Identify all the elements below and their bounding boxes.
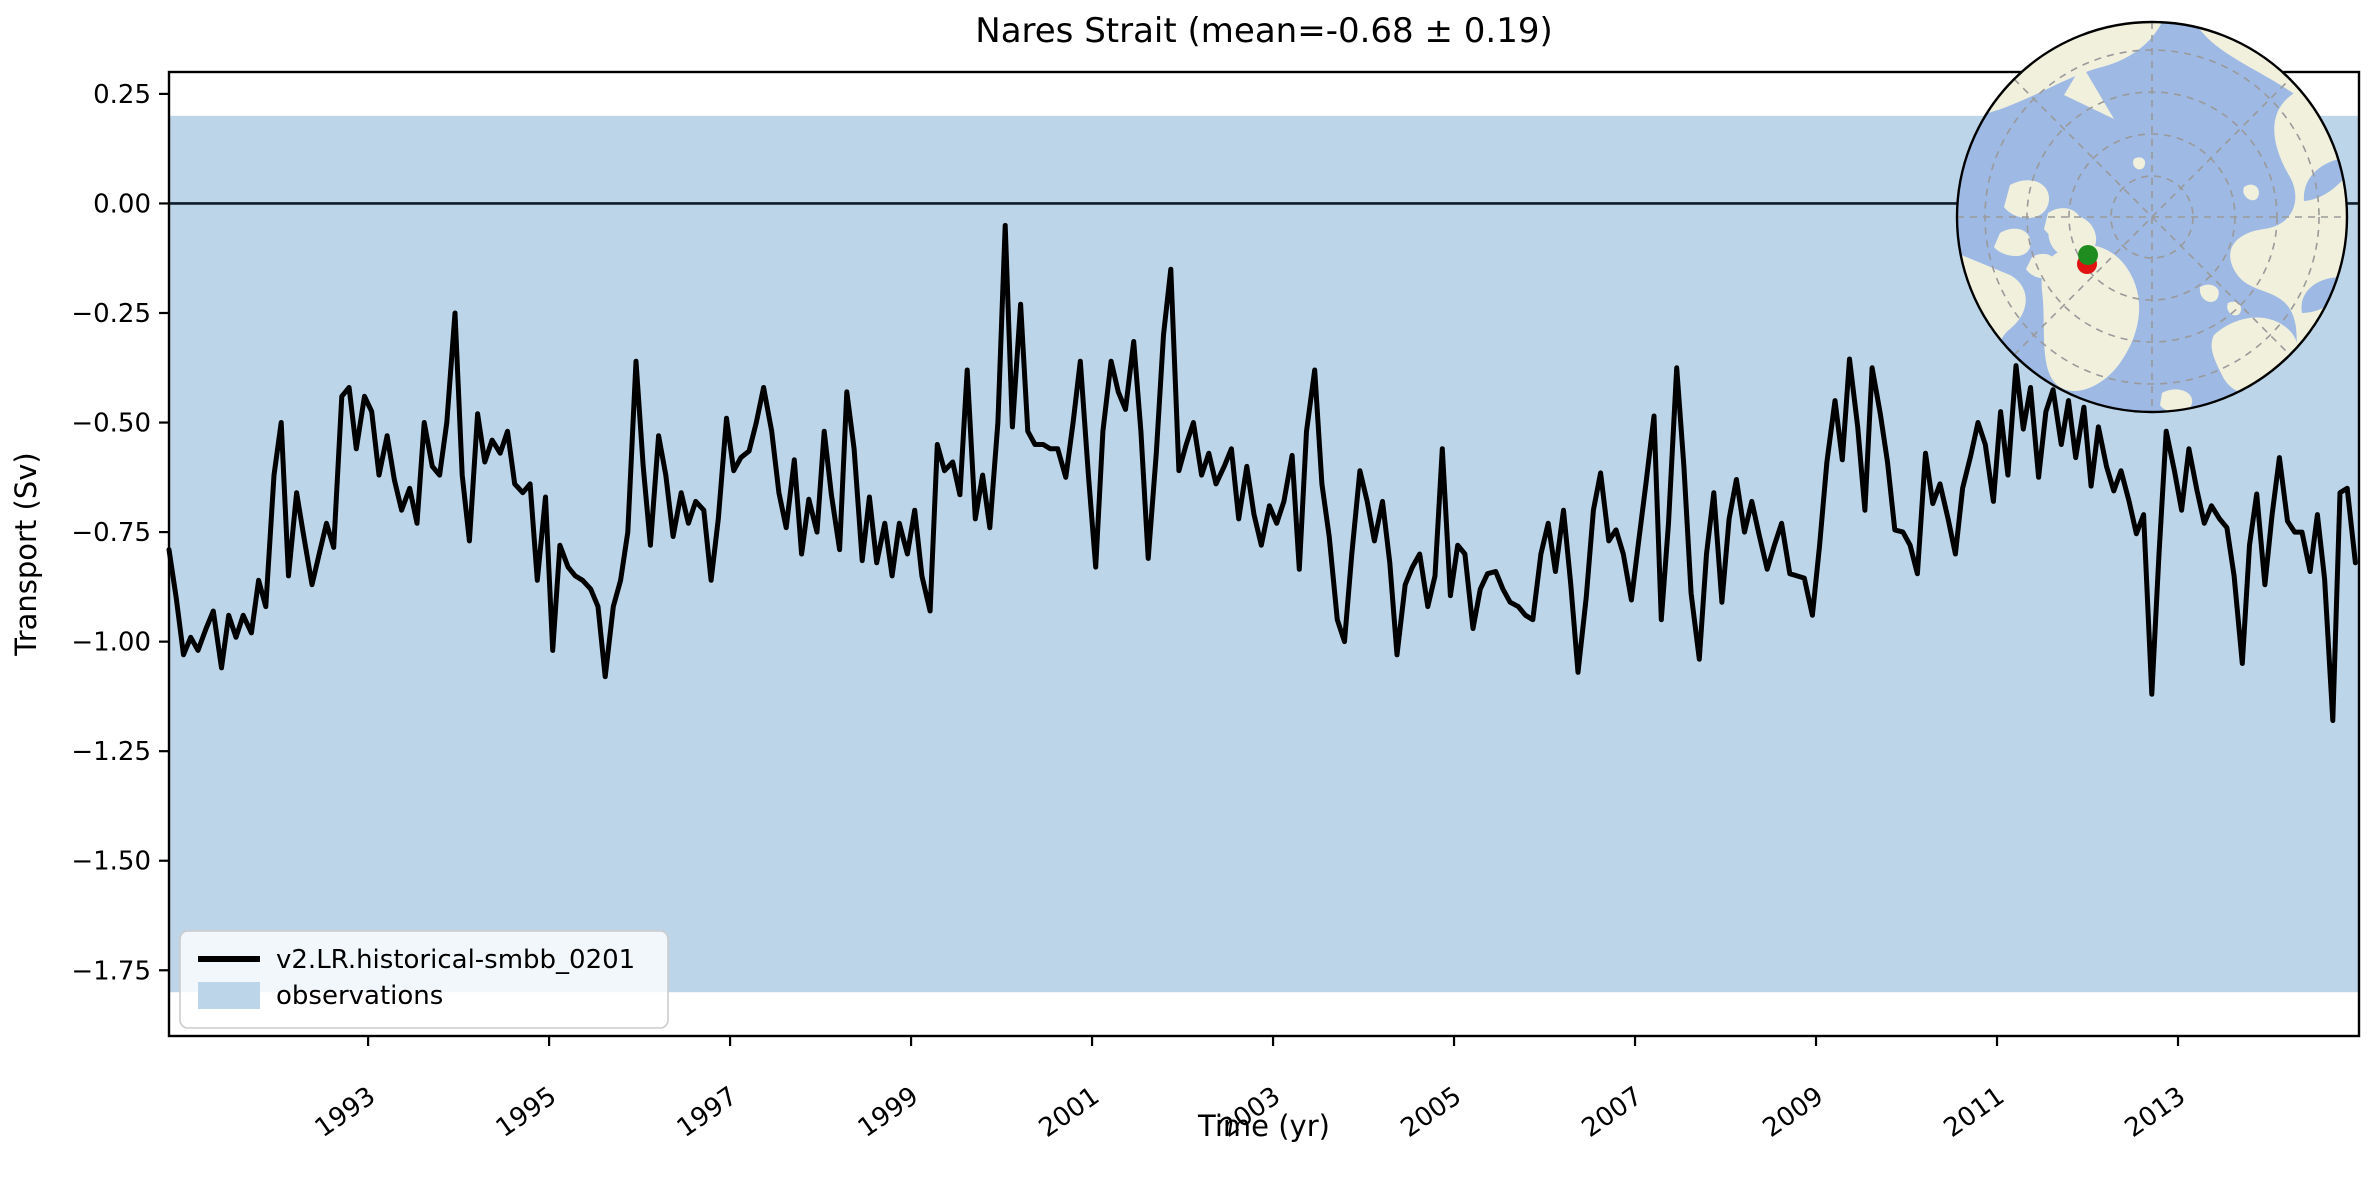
map-peninsula [2064,65,2114,119]
x-tick-label: 1997 [672,1081,743,1144]
y-tick-label: −1.25 [71,737,151,767]
plot-frame [167,70,2361,1038]
legend-entry-model: v2.LR.historical-smbb_0201 [276,945,635,975]
map-island [2199,284,2219,302]
map-land-greenland [2041,244,2140,391]
legend-entry-observations: observations [276,981,443,1011]
x-tick-label: 1995 [491,1081,562,1144]
legend-box [179,930,669,1029]
map-island [2243,184,2259,201]
map-island [2004,180,2050,218]
legend-patch-swatch [198,982,260,1009]
x-tick-label: 1999 [853,1081,924,1144]
chart-title: Nares Strait (mean=-0.68 ± 0.19) [975,11,1552,51]
map-graticule [1957,22,2347,412]
y-tick-label: 0.00 [93,189,151,219]
y-tick-label: −1.50 [71,847,151,877]
x-tick-label: 2011 [1939,1081,2010,1144]
y-tick-label: −1.75 [71,956,151,986]
y-tick-label: −1.00 [71,628,151,658]
model-timeseries-line [166,222,2358,723]
model-location-dot [2078,245,2098,265]
x-tick-label: 2007 [1577,1081,1648,1144]
y-tick-label: 0.25 [93,80,151,110]
map-island [2133,157,2146,170]
map-island [2227,301,2242,316]
legend: v2.LR.historical-smbb_0201 observations [179,930,669,1029]
map-island [1994,228,2031,257]
x-tick-label: 2001 [1034,1081,1105,1144]
map-outline [1955,20,2349,414]
x-tick-label: 2013 [2120,1081,2191,1144]
y-axis-label: Transport (Sv) [9,452,43,657]
map-island [2160,389,2193,412]
y-tick-label: −0.25 [71,299,151,329]
x-tick-label: 2009 [1758,1081,1829,1144]
x-tick-label: 1993 [310,1081,381,1144]
y-tick-label: −0.50 [71,409,151,439]
x-axis-label: Time (yr) [1197,1109,1330,1143]
x-tick-label: 2005 [1396,1081,1467,1144]
y-tick-label: −0.75 [71,518,151,548]
